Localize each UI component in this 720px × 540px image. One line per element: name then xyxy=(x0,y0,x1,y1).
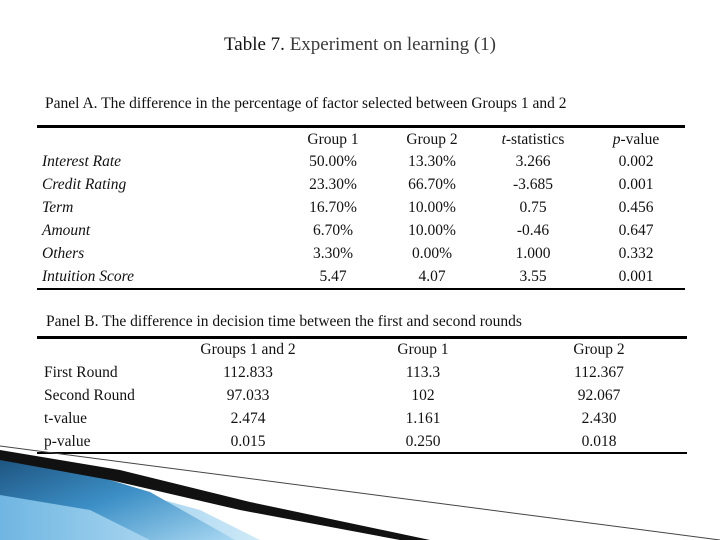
col-header-text: Group 2 xyxy=(406,131,458,148)
panel-a-cell: 3.266 xyxy=(515,153,551,170)
title-prefix: Table 7. xyxy=(224,34,285,55)
panel-a-row-label: Intuition Score xyxy=(42,268,134,285)
panel-a-cell: 66.70% xyxy=(408,176,456,193)
panel-a-cell: 3.30% xyxy=(312,245,354,262)
panel-b-cell: 2.430 xyxy=(581,410,617,427)
panel-a-col-header: Group 1 xyxy=(285,128,381,151)
panel-a-cell: 0.001 xyxy=(618,268,654,285)
slide-title: Table 7. Experiment on learning (1) xyxy=(0,34,720,56)
panel-b-cell: 0.018 xyxy=(581,433,617,450)
panel-a-cell: -0.46 xyxy=(516,222,550,239)
panel-a-title: Panel A. The difference in the percentag… xyxy=(45,95,567,112)
panel-a-cell: -3.685 xyxy=(512,176,554,193)
panel-b-cell: 92.067 xyxy=(577,387,621,404)
panel-a-row-label: Credit Rating xyxy=(42,176,127,193)
panel-a-cell: 10.00% xyxy=(408,199,456,216)
panel-a-cell: 0.332 xyxy=(618,245,654,262)
panel-a-row-label: Interest Rate xyxy=(42,153,122,170)
decor-line xyxy=(0,445,720,540)
decor-wave-main xyxy=(0,452,235,540)
panel-a-col-header: t-statistics xyxy=(485,128,581,151)
panel-a-cell: 5.47 xyxy=(319,268,347,285)
panel-a-cell: 6.70% xyxy=(312,222,354,239)
col-header-italic: p xyxy=(612,131,621,148)
panel-a-cell: 4.07 xyxy=(418,268,446,285)
col-header-italic: t xyxy=(501,131,506,148)
panel-a-row-label: Term xyxy=(42,199,74,216)
panel-a-cell: 0.002 xyxy=(618,153,654,170)
panel-b-bottom-rule xyxy=(37,452,687,454)
panel-b-col-header: Groups 1 and 2 xyxy=(200,341,296,358)
panel-a-row-label: Others xyxy=(42,245,85,262)
panel-a-cell: 3.55 xyxy=(519,268,547,285)
panel-a-cell: 10.00% xyxy=(408,222,456,239)
panel-a-col-header: Group 2 xyxy=(384,128,480,151)
panel-b-row-label: t-value xyxy=(44,410,88,427)
panel-b-row-label: Second Round xyxy=(44,387,135,404)
col-header-text: -value xyxy=(620,131,660,148)
panel-b-cell: 102 xyxy=(411,387,435,404)
panel-a-cell: 0.75 xyxy=(519,199,547,216)
panel-b-col-header: Group 1 xyxy=(397,341,449,358)
panel-b-row-label: First Round xyxy=(44,364,118,381)
panel-a-cell: 0.456 xyxy=(618,199,654,216)
panel-b-top-rule xyxy=(37,336,687,339)
slide-decoration xyxy=(0,445,720,540)
panel-b-cell: 0.250 xyxy=(405,433,441,450)
panel-a-cell: 50.00% xyxy=(309,153,357,170)
title-main: Experiment on learning (1) xyxy=(284,34,496,55)
col-header-text: Group 1 xyxy=(307,131,359,148)
panel-b-cell: 112.833 xyxy=(223,364,273,381)
panel-a-cell: 0.00% xyxy=(411,245,453,262)
panel-a-top-rule xyxy=(37,125,685,128)
panel-a-cell: 0.001 xyxy=(618,176,654,193)
panel-a-bottom-rule xyxy=(37,288,685,290)
panel-a-cell: 13.30% xyxy=(408,153,456,170)
panel-a-col-header: p-value xyxy=(588,128,684,151)
panel-b-row-label: p-value xyxy=(44,433,91,450)
panel-a-row-label: Amount xyxy=(42,222,91,239)
col-header-text: -statistics xyxy=(505,131,565,148)
panel-b-cell: 113.3 xyxy=(405,364,441,381)
panel-b-cell: 112.367 xyxy=(574,364,624,381)
panel-b-cell: 2.474 xyxy=(230,410,266,427)
panel-a-cell: 16.70% xyxy=(309,199,357,216)
panel-b-cell: 1.161 xyxy=(405,410,441,427)
decor-wave-stroke xyxy=(0,450,430,540)
panel-b-title: Panel B. The difference in decision time… xyxy=(46,313,522,330)
panel-b-col-header: Group 2 xyxy=(573,341,625,358)
panel-b-cell: 97.033 xyxy=(226,387,270,404)
panel-a-cell: 0.647 xyxy=(618,222,654,239)
panel-b-cell: 0.015 xyxy=(230,433,266,450)
panel-a-cell: 23.30% xyxy=(309,176,357,193)
panel-a-cell: 1.000 xyxy=(515,245,551,262)
